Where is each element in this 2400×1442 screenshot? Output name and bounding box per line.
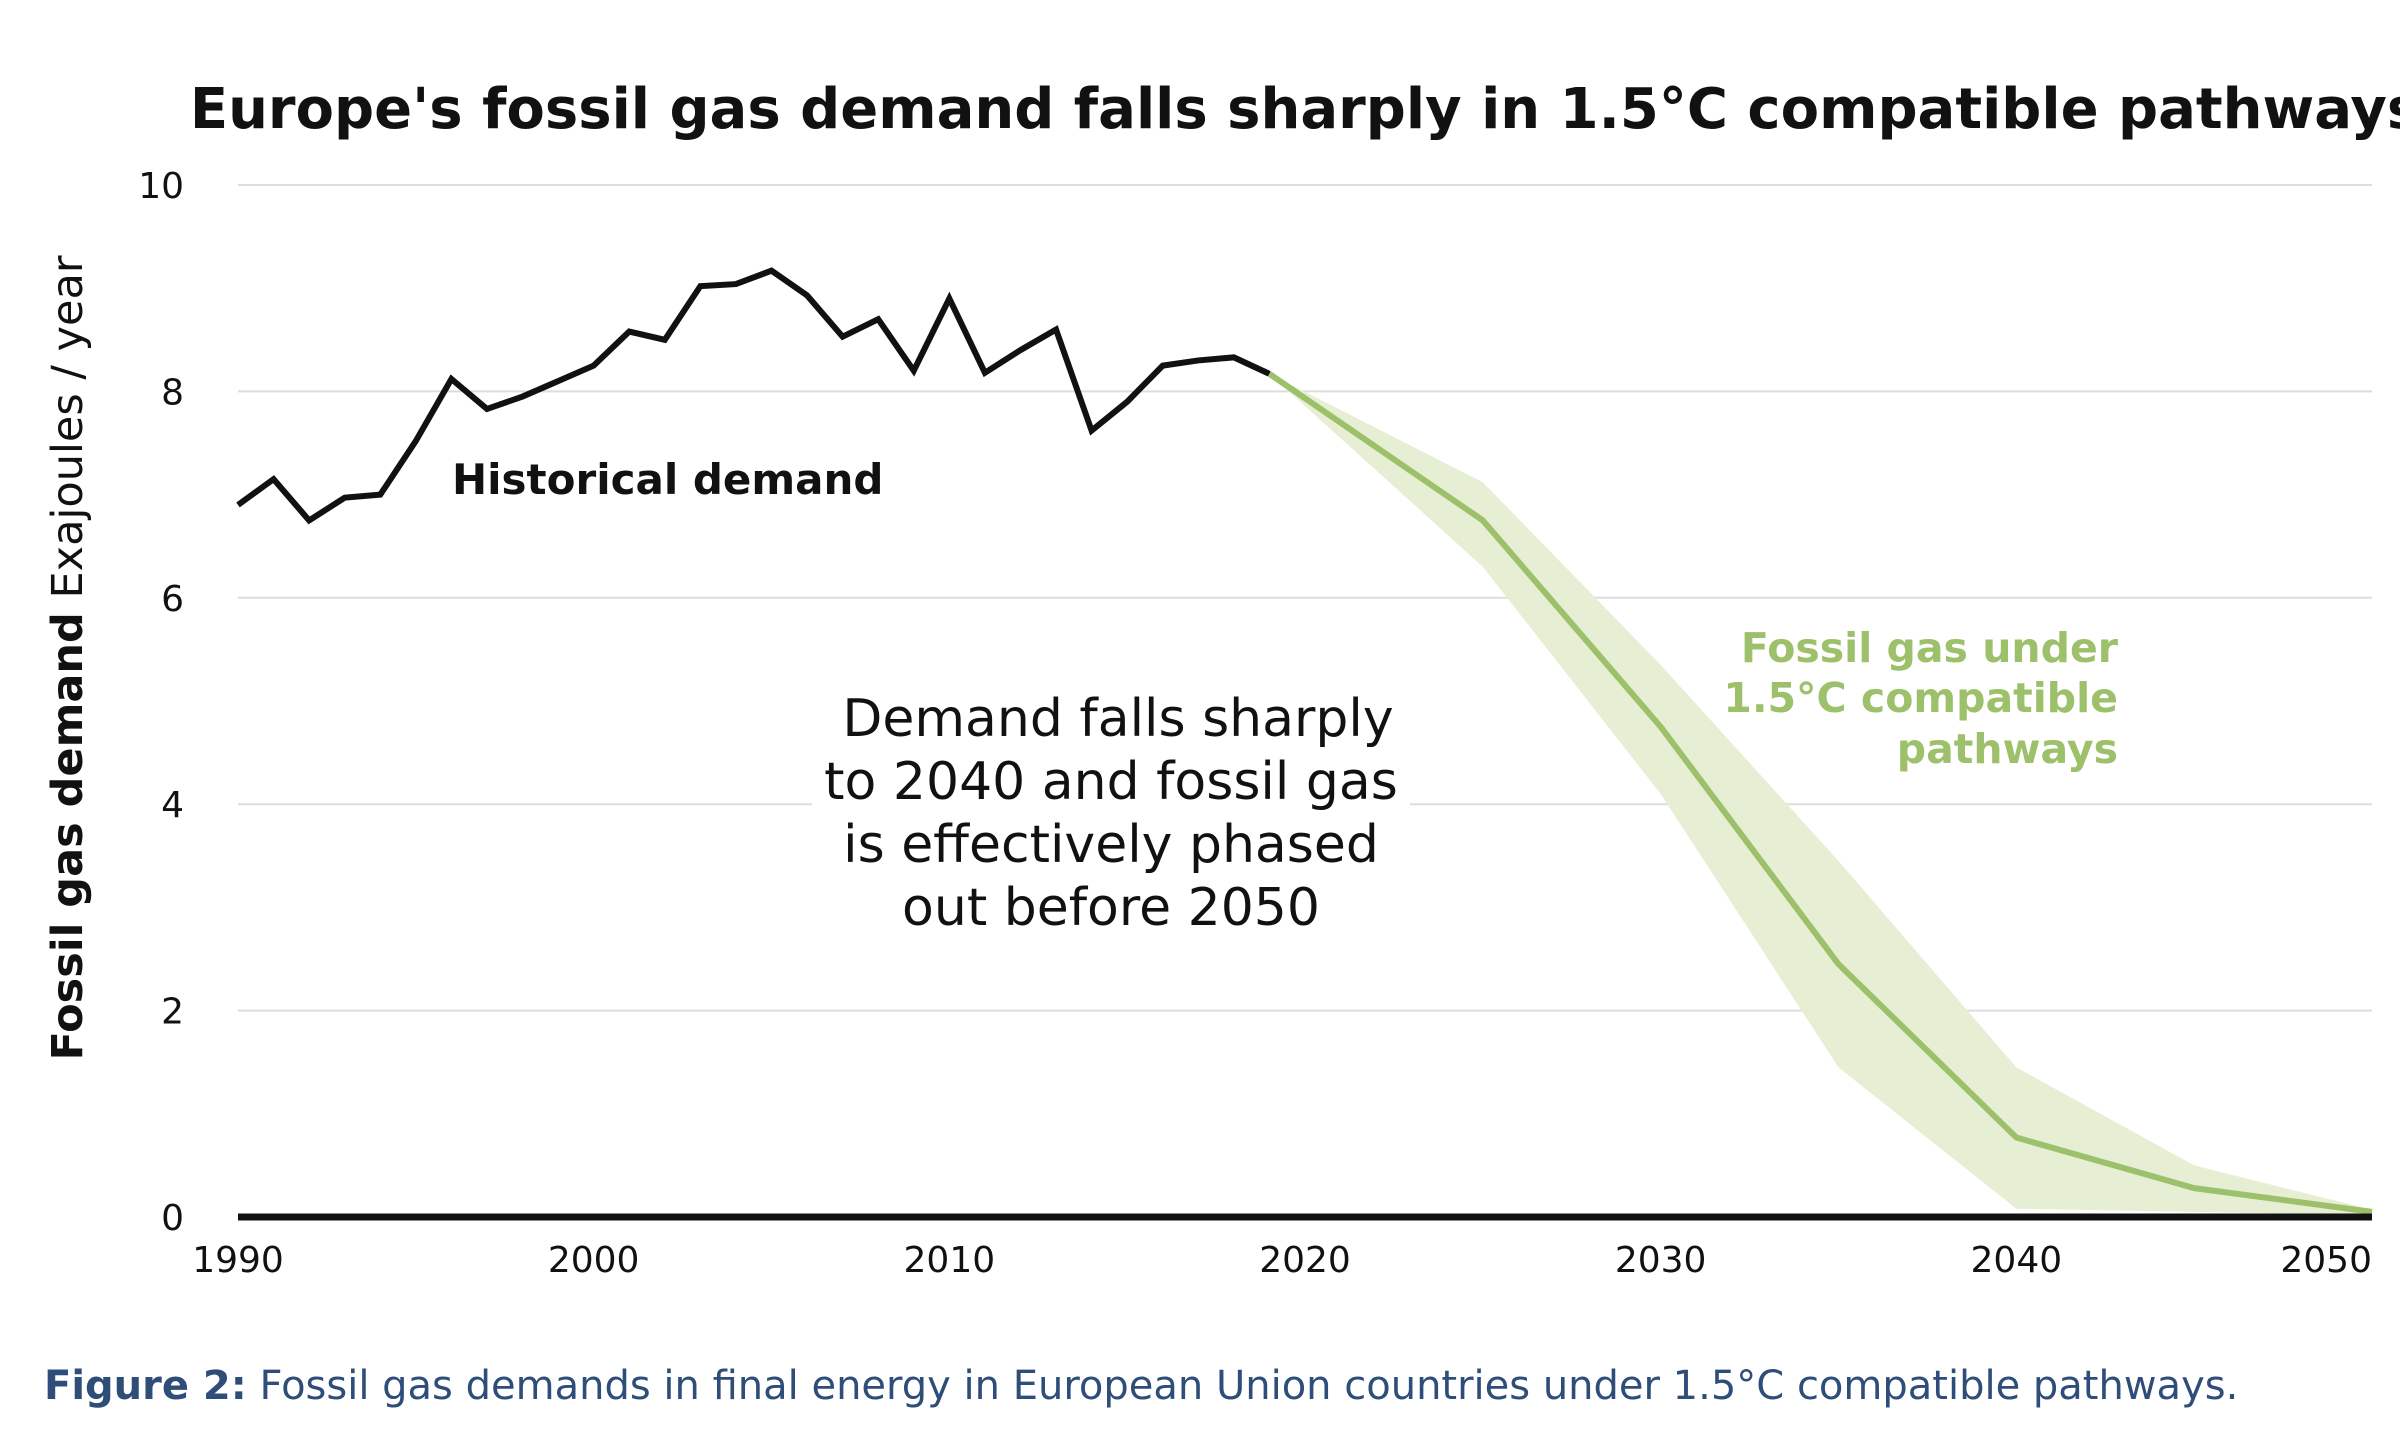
y-axis-label: Fossil gas demand Exajoules / year bbox=[43, 255, 93, 1060]
x-tick-label-2030: 2030 bbox=[1615, 1240, 1707, 1281]
annotation-line-3: is effectively phased bbox=[843, 815, 1379, 875]
x-tick-label-2020: 2020 bbox=[1259, 1240, 1351, 1281]
annotation-line-1: Demand falls sharply bbox=[842, 689, 1393, 749]
pathway-label: Fossil gas under 1.5°C compatible pathwa… bbox=[1723, 624, 2118, 773]
historical-demand-label: Historical demand bbox=[452, 455, 883, 504]
y-tick-labels: 0 2 4 6 8 10 bbox=[138, 166, 184, 1239]
x-tick-label-2010: 2010 bbox=[904, 1240, 996, 1281]
annotation-line-2: to 2040 and fossil gas bbox=[824, 752, 1398, 812]
y-tick-label-6: 6 bbox=[161, 579, 184, 620]
pathway-label-line-3: pathways bbox=[1897, 725, 2118, 773]
y-axis-label-unit: Exajoules / year bbox=[43, 255, 93, 612]
pathway-label-line-2: 1.5°C compatible bbox=[1723, 674, 2118, 722]
y-tick-label-0: 0 bbox=[161, 1198, 184, 1239]
x-tick-labels: 1990 2000 2010 2020 2030 2040 2050 bbox=[192, 1240, 2372, 1281]
figure-caption-text: Fossil gas demands in final energy in Eu… bbox=[246, 1363, 2239, 1409]
y-tick-label-4: 4 bbox=[161, 785, 184, 826]
pathway-label-line-1: Fossil gas under bbox=[1741, 624, 2119, 672]
annotation-line-4: out before 2050 bbox=[902, 878, 1320, 938]
chart-title: Europe's fossil gas demand falls sharply… bbox=[190, 77, 2400, 142]
y-axis-label-bold: Fossil gas demand bbox=[43, 612, 93, 1060]
central-annotation: Demand falls sharply to 2040 and fossil … bbox=[812, 676, 1410, 938]
x-tick-label-2040: 2040 bbox=[1971, 1240, 2063, 1281]
series-lines bbox=[236, 267, 2373, 1215]
x-tick-label-2050: 2050 bbox=[2280, 1240, 2372, 1281]
y-tick-label-8: 8 bbox=[161, 372, 184, 413]
pathway-band bbox=[1269, 373, 2372, 1215]
x-tick-label-2000: 2000 bbox=[548, 1240, 640, 1281]
y-tick-label-10: 10 bbox=[138, 166, 184, 207]
y-tick-label-2: 2 bbox=[161, 992, 184, 1033]
grid-lines bbox=[238, 184, 2372, 1012]
historical-demand-line bbox=[236, 267, 1271, 525]
pathway-range-band bbox=[1269, 373, 2372, 1215]
figure-caption-label: Figure 2: bbox=[44, 1363, 247, 1409]
figure-caption: Figure 2: Fossil gas demands in final en… bbox=[44, 1363, 2238, 1409]
pathway-line bbox=[1267, 371, 2373, 1215]
x-tick-label-1990: 1990 bbox=[192, 1240, 284, 1281]
